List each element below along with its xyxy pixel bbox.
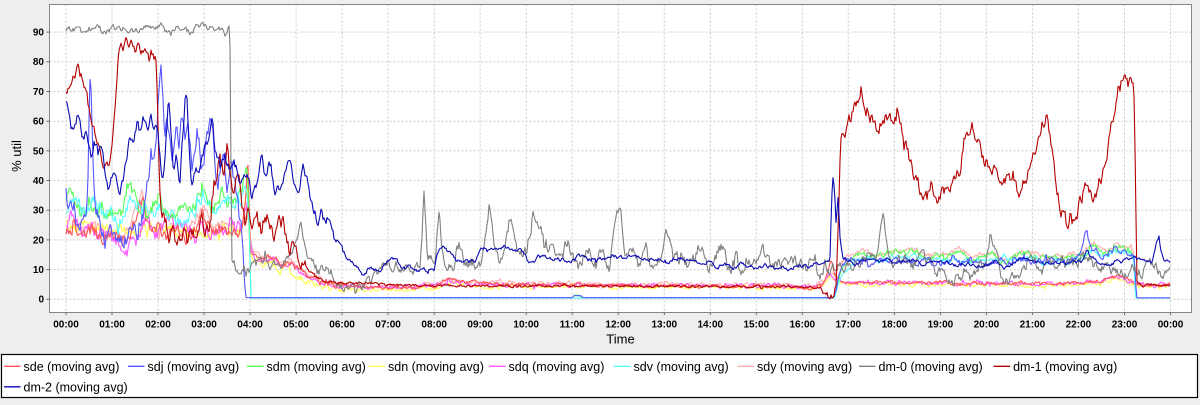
svg-text:14:00: 14:00	[698, 319, 724, 330]
svg-text:09:00: 09:00	[467, 319, 493, 330]
svg-text:08:00: 08:00	[421, 319, 447, 330]
svg-text:sdn (moving avg): sdn (moving avg)	[388, 360, 484, 374]
svg-text:18:00: 18:00	[882, 319, 908, 330]
svg-text:00:00: 00:00	[53, 319, 79, 330]
svg-text:dm-2 (moving avg): dm-2 (moving avg)	[24, 380, 128, 394]
svg-text:02:00: 02:00	[145, 319, 171, 330]
svg-text:dm-0 (moving avg): dm-0 (moving avg)	[879, 360, 983, 374]
svg-text:04:00: 04:00	[237, 319, 263, 330]
svg-text:23:00: 23:00	[1112, 319, 1138, 330]
svg-text:sdv (moving avg): sdv (moving avg)	[634, 360, 729, 374]
svg-text:20:00: 20:00	[974, 319, 1000, 330]
svg-text:00:00: 00:00	[1158, 319, 1184, 330]
svg-text:sdj (moving avg): sdj (moving avg)	[148, 360, 240, 374]
svg-text:90: 90	[33, 28, 45, 39]
svg-text:07:00: 07:00	[375, 319, 401, 330]
svg-text:20: 20	[33, 235, 45, 246]
svg-text:11:00: 11:00	[560, 319, 585, 330]
svg-text:10: 10	[33, 265, 45, 276]
svg-text:16:00: 16:00	[790, 319, 816, 330]
svg-text:03:00: 03:00	[191, 319, 217, 330]
svg-text:40: 40	[33, 176, 45, 187]
svg-text:60: 60	[33, 117, 45, 128]
svg-text:80: 80	[33, 57, 45, 68]
svg-text:19:00: 19:00	[928, 319, 954, 330]
svg-text:17:00: 17:00	[836, 319, 862, 330]
svg-text:22:00: 22:00	[1066, 319, 1092, 330]
svg-text:12:00: 12:00	[605, 319, 631, 330]
svg-text:10:00: 10:00	[513, 319, 539, 330]
svg-text:01:00: 01:00	[99, 319, 125, 330]
svg-text:50: 50	[33, 146, 45, 157]
svg-text:0: 0	[38, 295, 44, 306]
svg-text:sdy (moving avg): sdy (moving avg)	[757, 360, 852, 374]
svg-text:dm-1 (moving avg): dm-1 (moving avg)	[1013, 360, 1117, 374]
svg-text:sde (moving avg): sde (moving avg)	[24, 360, 120, 374]
svg-text:30: 30	[33, 206, 45, 217]
svg-text:15:00: 15:00	[744, 319, 770, 330]
svg-text:Time: Time	[606, 332, 634, 347]
svg-text:sdm (moving avg): sdm (moving avg)	[267, 360, 366, 374]
svg-text:05:00: 05:00	[283, 319, 309, 330]
svg-text:sdq (moving avg): sdq (moving avg)	[509, 360, 605, 374]
svg-text:06:00: 06:00	[329, 319, 355, 330]
svg-text:13:00: 13:00	[652, 319, 678, 330]
svg-text:% util: % util	[9, 140, 24, 172]
svg-text:70: 70	[33, 87, 45, 98]
svg-text:21:00: 21:00	[1020, 319, 1046, 330]
